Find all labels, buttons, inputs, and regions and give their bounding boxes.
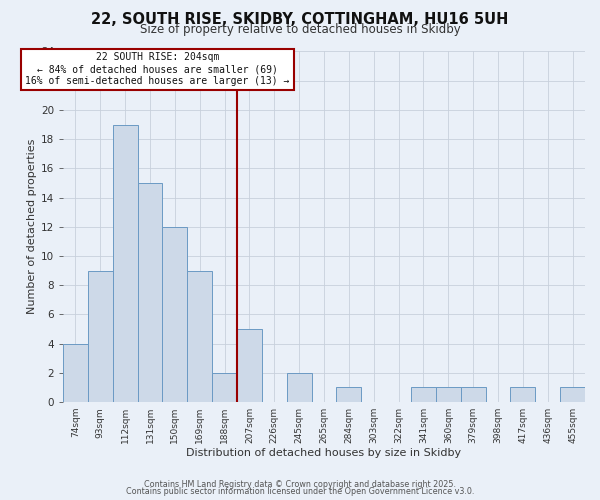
Bar [337,388,361,402]
Text: Contains public sector information licensed under the Open Government Licence v3: Contains public sector information licen… [126,488,474,496]
X-axis label: Distribution of detached houses by size in Skidby: Distribution of detached houses by size … [187,448,461,458]
Bar [212,373,237,402]
Bar [187,270,212,402]
Bar [113,124,137,402]
Bar [511,388,535,402]
Bar [163,227,187,402]
Text: Contains HM Land Registry data © Crown copyright and database right 2025.: Contains HM Land Registry data © Crown c… [144,480,456,489]
Bar [436,388,461,402]
Y-axis label: Number of detached properties: Number of detached properties [26,139,37,314]
Bar [461,388,485,402]
Bar [237,329,262,402]
Bar [63,344,88,402]
Text: 22 SOUTH RISE: 204sqm
← 84% of detached houses are smaller (69)
16% of semi-deta: 22 SOUTH RISE: 204sqm ← 84% of detached … [25,52,290,86]
Bar [411,388,436,402]
Bar [88,270,113,402]
Bar [137,183,163,402]
Bar [560,388,585,402]
Bar [287,373,311,402]
Text: Size of property relative to detached houses in Skidby: Size of property relative to detached ho… [140,22,460,36]
Text: 22, SOUTH RISE, SKIDBY, COTTINGHAM, HU16 5UH: 22, SOUTH RISE, SKIDBY, COTTINGHAM, HU16… [91,12,509,28]
